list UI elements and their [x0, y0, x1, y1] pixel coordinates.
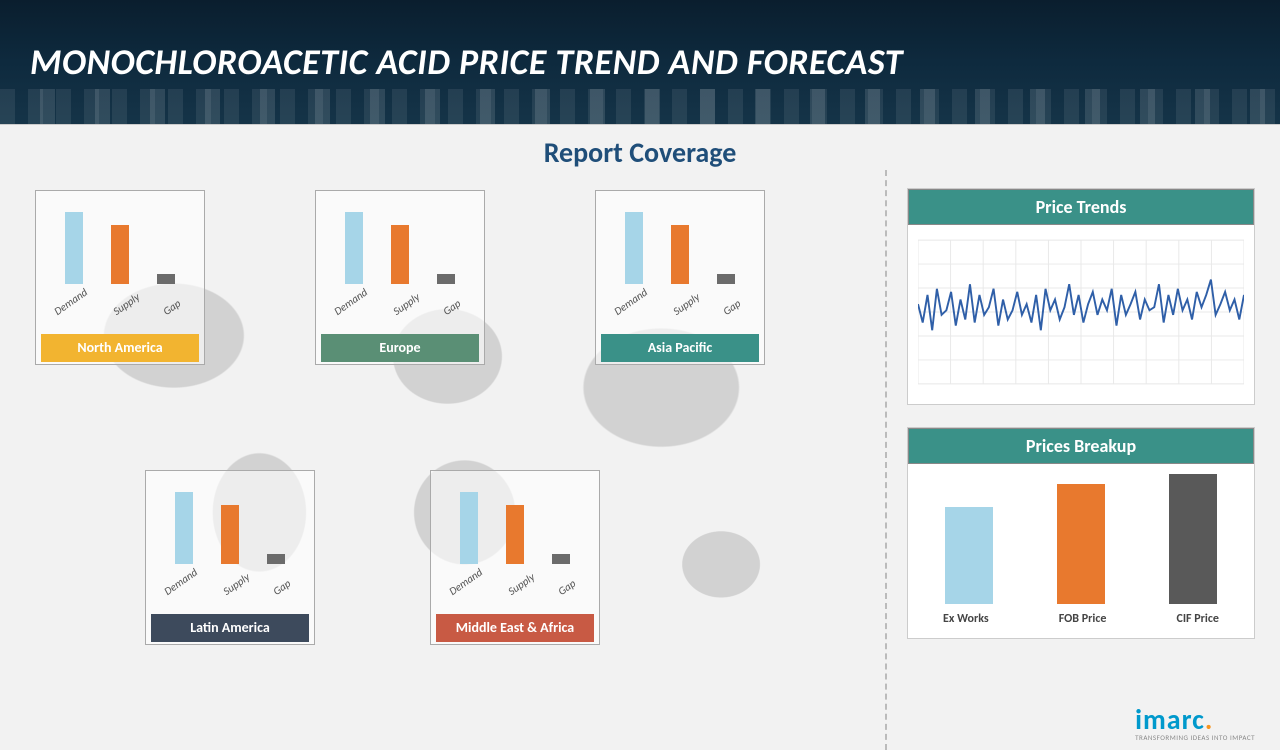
region-name: Europe: [321, 334, 479, 362]
region-bar: [717, 274, 735, 284]
region-bar-label: Gap: [161, 297, 197, 337]
region-bar: [111, 225, 129, 285]
prices-breakup-title: Prices Breakup: [908, 428, 1254, 464]
region-bar: [345, 212, 363, 284]
region-bar-label: Demand: [52, 286, 104, 337]
breakup-bar: [1057, 484, 1105, 604]
region-name: Middle East & Africa: [436, 614, 594, 642]
region-bar-label: Gap: [441, 297, 477, 337]
region-card: DemandSupplyGapMiddle East & Africa: [430, 470, 600, 645]
region-bar: [625, 212, 643, 284]
region-bar: [506, 505, 524, 565]
region-bar: [157, 274, 175, 284]
region-name: Asia Pacific: [601, 334, 759, 362]
region-bar-label: Supply: [221, 570, 266, 616]
region-card: DemandSupplyGapNorth America: [35, 190, 205, 365]
regions-map-area: DemandSupplyGapNorth AmericaDemandSupply…: [0, 170, 885, 750]
region-bar-label: Demand: [447, 566, 499, 617]
region-bar: [552, 554, 570, 564]
region-bar: [267, 554, 285, 564]
prices-breakup-labels: Ex Works FOB Price CIF Price: [908, 604, 1254, 638]
prices-breakup-panel: Prices Breakup Ex Works FOB Price CIF Pric…: [907, 427, 1255, 639]
prices-breakup-chart: [908, 464, 1254, 604]
region-bar-label: Supply: [671, 290, 716, 336]
region-bar-label: Demand: [162, 566, 214, 617]
price-trends-panel: Price Trends: [907, 188, 1255, 405]
region-name: Latin America: [151, 614, 309, 642]
body-area: DemandSupplyGapNorth AmericaDemandSupply…: [0, 170, 1280, 750]
breakup-label: CIF Price: [1176, 612, 1218, 626]
region-card: DemandSupplyGapAsia Pacific: [595, 190, 765, 365]
breakup-label: Ex Works: [943, 612, 989, 626]
region-card: DemandSupplyGapLatin America: [145, 470, 315, 645]
region-bar: [65, 212, 83, 284]
region-bar-label: Supply: [111, 290, 156, 336]
breakup-bar: [1169, 474, 1217, 604]
breakup-label: FOB Price: [1059, 612, 1107, 626]
region-bar: [460, 492, 478, 564]
region-bar-label: Gap: [556, 577, 592, 617]
section-subtitle: Report Coverage: [0, 135, 1280, 170]
right-column: Price Trends Prices Breakup Ex Works FOB …: [885, 170, 1280, 750]
region-bar-label: Supply: [506, 570, 551, 616]
breakup-bar: [945, 507, 993, 605]
region-card: DemandSupplyGapEurope: [315, 190, 485, 365]
header-banner: MONOCHLOROACETIC ACID PRICE TREND AND FO…: [0, 0, 1280, 125]
page-title: MONOCHLOROACETIC ACID PRICE TREND AND FO…: [30, 40, 1250, 84]
region-name: North America: [41, 334, 199, 362]
region-bar-label: Gap: [271, 577, 307, 617]
region-bar: [221, 505, 239, 565]
region-bar: [175, 492, 193, 564]
region-bar-label: Demand: [612, 286, 664, 337]
price-trends-chart: [908, 225, 1254, 404]
region-bar-label: Demand: [332, 286, 384, 337]
logo-tagline: TRANSFORMING IDEAS INTO IMPACT: [1135, 733, 1255, 742]
region-bar: [671, 225, 689, 285]
region-bar-label: Supply: [391, 290, 436, 336]
region-bar-label: Gap: [721, 297, 757, 337]
brand-logo: imarc. TRANSFORMING IDEAS INTO IMPACT: [1135, 702, 1255, 742]
region-bar: [391, 225, 409, 285]
price-trends-title: Price Trends: [908, 189, 1254, 225]
region-bar: [437, 274, 455, 284]
